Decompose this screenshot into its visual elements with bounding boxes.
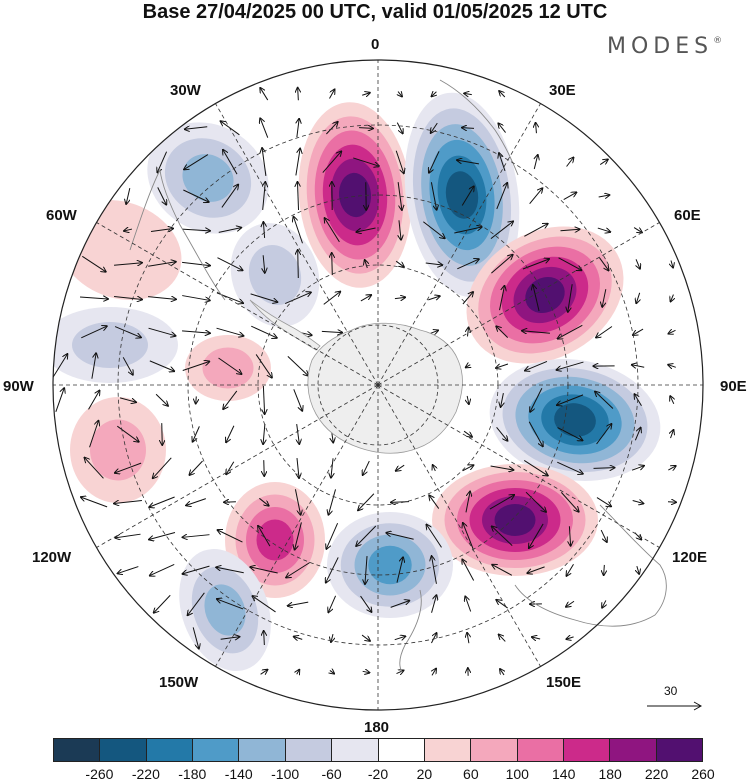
colorbar-swatch — [563, 739, 609, 761]
graticule — [48, 55, 708, 715]
colorbar-tick-label: 260 — [691, 766, 714, 782]
geopotential-anomaly-contour — [203, 348, 254, 389]
lon-label-120w: 120W — [32, 549, 71, 567]
wind-vector-arrow — [332, 253, 333, 275]
wind-vector-arrow — [668, 502, 676, 503]
lon-label-90w: 90W — [3, 378, 34, 396]
colorbar-tick-label: -220 — [132, 766, 160, 782]
lon-label-90e: 90E — [720, 378, 747, 396]
lon-label-180: 180 — [364, 719, 389, 737]
colorbar-tick-label: 180 — [598, 766, 621, 782]
lon-label-150w: 150W — [159, 674, 198, 692]
geopotential-anomaly-contour — [72, 322, 148, 368]
colorbar-swatch — [54, 739, 99, 761]
colorbar-tick-label: -20 — [368, 766, 388, 782]
colorbar-swatch — [470, 739, 516, 761]
wind-vector-arrow — [196, 396, 197, 403]
lon-label-30w: 30W — [170, 82, 201, 100]
colorbar-tick-label: 140 — [552, 766, 575, 782]
lon-label-120e: 120E — [672, 549, 707, 567]
colorbar — [53, 738, 703, 762]
colorbar-swatch — [192, 739, 238, 761]
geopotential-anomaly-contour — [495, 504, 536, 536]
colorbar-tick-label: 220 — [645, 766, 668, 782]
lon-label-0: 0 — [371, 36, 379, 54]
lon-label-60w: 60W — [46, 207, 77, 225]
colorbar-tick-label: 60 — [463, 766, 479, 782]
colorbar-swatch — [378, 739, 424, 761]
colorbar-swatch — [517, 739, 563, 761]
colorbar-tick-label: -260 — [85, 766, 113, 782]
wind-vector-arrow — [298, 250, 299, 278]
lon-label-30e: 30E — [549, 82, 576, 100]
colorbar-swatch — [424, 739, 470, 761]
colorbar-swatch — [285, 739, 331, 761]
lon-label-150e: 150E — [546, 674, 581, 692]
colorbar-tick-label: 20 — [417, 766, 433, 782]
colorbar-swatch — [146, 739, 192, 761]
colorbar-tick-label: -140 — [225, 766, 253, 782]
lon-label-60e: 60E — [674, 207, 701, 225]
colorbar-swatch — [609, 739, 655, 761]
colorbar-swatch — [656, 739, 702, 761]
geopotential-anomaly-contour — [257, 520, 294, 561]
colorbar-swatch — [238, 739, 284, 761]
colorbar-swatch — [99, 739, 145, 761]
colorbar-tick-label: -60 — [321, 766, 341, 782]
geopotential-anomaly-contour — [368, 546, 412, 585]
reference-vector-arrow — [645, 684, 705, 714]
colorbar-tick-labels: -260 -220 -180 -140 -100 -60 -20 20 60 100 140 180 2… — [0, 766, 750, 784]
wind-vector-arrow — [604, 565, 605, 575]
colorbar-tick-label: 100 — [506, 766, 529, 782]
colorbar-tick-label: -180 — [178, 766, 206, 782]
colorbar-swatch — [331, 739, 377, 761]
colorbar-tick-label: -100 — [271, 766, 299, 782]
